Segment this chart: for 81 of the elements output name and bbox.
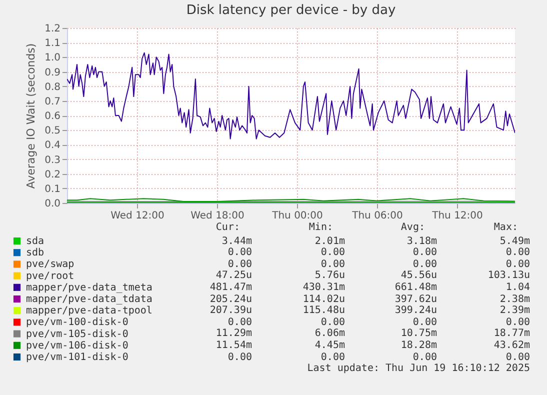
text: Last update: Thu Jun 19 16:10:12 2025 <box>307 363 530 376</box>
y-tick-label: 0.2 <box>44 169 60 180</box>
text: 18.77m <box>494 328 530 340</box>
text: 0.00 <box>506 258 530 270</box>
text: 2.38m <box>500 294 530 306</box>
text: Avg: <box>400 222 425 234</box>
text: 45.56u <box>400 270 437 282</box>
text: 0.00 <box>228 247 252 260</box>
text: 5.76u <box>314 270 345 282</box>
text: 11.29m <box>216 328 252 340</box>
text: 11.54m <box>216 340 252 352</box>
text: 0.00 <box>228 316 252 328</box>
text: 0.00 <box>412 247 437 260</box>
x-tick-label: Thu 06:00 <box>351 210 403 222</box>
text: 103.13u <box>488 270 530 282</box>
legend-label: mapper/pve-data_tmeta <box>26 282 152 294</box>
text: 2.01m <box>314 236 345 248</box>
text: 10.75m <box>400 328 437 340</box>
y-tick-label: 0.1 <box>44 184 60 195</box>
x-tick-label: Thu 00:00 <box>271 210 323 222</box>
y-tick-label: 0.8 <box>44 82 60 93</box>
text: 0.00 <box>506 352 530 364</box>
text: 1.04 <box>506 282 530 294</box>
legend-label: mapper/pve-data_tdata <box>26 294 152 305</box>
text: 0.00 <box>506 247 530 260</box>
text: 0.00 <box>320 316 345 328</box>
y-axis-title: Average IO Wait (seconds) <box>24 43 38 189</box>
text: 205.24u <box>210 294 252 306</box>
line-series <box>67 52 515 140</box>
legend-label: pve/vm-100-disk-0 <box>26 317 128 328</box>
text: Max: <box>494 222 518 234</box>
text: 43.62m <box>494 340 530 352</box>
text: 0.00 <box>506 316 530 328</box>
text: 0.00 <box>228 258 252 270</box>
text: 0.00 <box>228 352 252 364</box>
y-tick-label: 0.0 <box>44 198 60 210</box>
text: 481.47m <box>210 282 252 294</box>
text: 661.48m <box>394 282 437 294</box>
y-tick-label: 0.3 <box>44 154 60 166</box>
y-tick-label: 0.7 <box>44 96 60 108</box>
text: 397.62u <box>394 294 437 306</box>
y-tick-label: 1.2 <box>44 24 60 34</box>
text: 47.25u <box>216 270 252 282</box>
text: 0.00 <box>320 352 345 363</box>
y-tick-label: 0.6 <box>44 111 60 122</box>
text: 0.00 <box>412 316 437 328</box>
text: 115.48u <box>302 305 345 318</box>
legend-label: sdb <box>26 248 44 259</box>
text: 3.44m <box>222 236 252 248</box>
text: Min: <box>308 222 333 234</box>
text: 18.28m <box>400 340 437 352</box>
text: 0.00 <box>412 258 437 270</box>
text: 430.31m <box>302 282 345 294</box>
text: 2.39m <box>500 305 530 318</box>
text: 4.45m <box>314 340 345 352</box>
legend-label: pve/vm-101-disk-0 <box>26 352 128 363</box>
y-tick-label: 0.9 <box>44 67 60 78</box>
y-tick-label: 1.1 <box>44 38 60 50</box>
text: Cur: <box>216 222 240 234</box>
chart-title: Disk latency per device - by day <box>186 3 396 18</box>
legend-label: pve/vm-105-disk-0 <box>26 328 128 340</box>
legend-label: pve/swap <box>26 259 74 270</box>
y-tick-label: 0.4 <box>44 140 60 152</box>
legend-label: pve/vm-106-disk-0 <box>26 340 128 352</box>
text: 0.00 <box>320 247 345 260</box>
legend-label: mapper/pve-data-tpool <box>26 306 152 317</box>
text: 3.18m <box>406 236 437 248</box>
y-tick-label: 1.0 <box>44 52 60 64</box>
x-tick-label: Thu 12:00 <box>431 210 483 222</box>
x-tick-label: Wed 12:00 <box>110 210 164 222</box>
text: 0.00 <box>320 258 345 270</box>
legend-label: sda <box>26 236 44 247</box>
text: 399.24u <box>394 305 437 318</box>
text: 5.49m <box>500 236 530 248</box>
text: 114.02u <box>302 294 345 306</box>
legend-label: pve/root <box>26 270 74 282</box>
x-tick-label: Wed 18:00 <box>190 210 244 222</box>
text: 6.06m <box>314 328 345 340</box>
y-tick-label: 0.5 <box>44 126 60 137</box>
text: 0.00 <box>412 352 437 364</box>
text: 207.39u <box>210 305 252 318</box>
